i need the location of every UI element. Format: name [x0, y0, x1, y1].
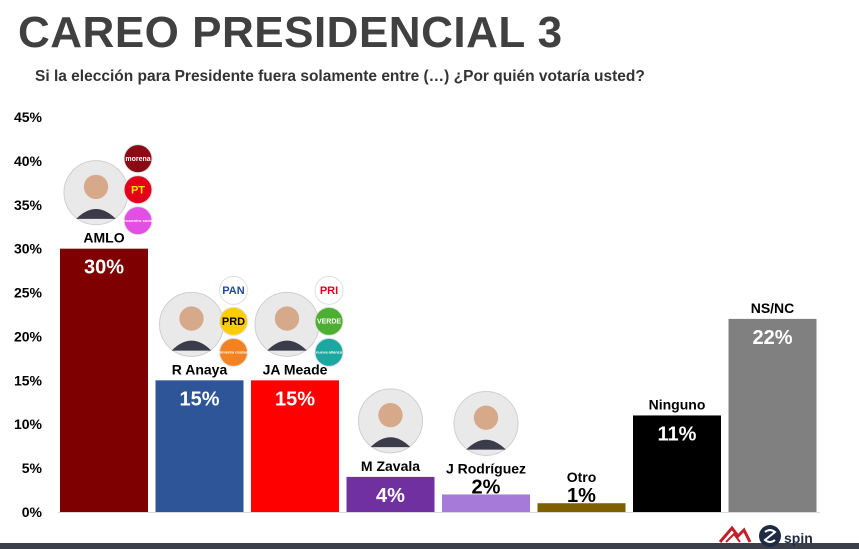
party-logo-morena-icon: morena — [123, 144, 153, 174]
category-label: Ninguno — [649, 396, 706, 412]
svg-text:encuentro social: encuentro social — [122, 218, 154, 223]
svg-text:PRD: PRD — [222, 316, 245, 328]
chart-subtitle: Si la elección para Presidente fuera sol… — [35, 68, 645, 85]
category-label: JA Meade — [263, 361, 328, 377]
party-logo-prd-icon: PRD — [219, 306, 248, 336]
svg-text:movimiento ciudadano: movimiento ciudadano — [212, 350, 256, 355]
party-logo-pan-icon: PAN — [219, 275, 248, 305]
candidate-photo-r-anaya — [159, 291, 224, 357]
bar-ns-nc — [728, 318, 817, 512]
value-label: 4% — [376, 485, 405, 507]
value-label: 11% — [658, 423, 697, 445]
y-tick-label: 5% — [22, 460, 43, 476]
value-label: 15% — [179, 388, 219, 410]
y-tick-label: 15% — [14, 372, 43, 388]
spin-logo-text: spin — [784, 530, 813, 546]
y-tick-label: 40% — [14, 153, 43, 169]
category-label: AMLO — [83, 230, 124, 246]
party-logo-pt-icon: PT — [123, 175, 153, 205]
category-label: R Anaya — [172, 361, 228, 377]
party-logo-movimiento-ciudadano-icon: movimiento ciudadano — [212, 337, 256, 367]
svg-text:PAN: PAN — [222, 285, 244, 297]
value-label: 15% — [275, 388, 315, 410]
spin-logo-icon — [759, 525, 781, 547]
svg-text:PT: PT — [131, 184, 145, 196]
y-tick-label: 0% — [22, 504, 43, 520]
value-label: 22% — [752, 327, 792, 349]
pollster-logo-icon — [718, 525, 752, 543]
bar-amlo — [60, 248, 148, 512]
bar-m-zavala — [346, 476, 435, 512]
y-tick-label: 45% — [14, 109, 43, 125]
bar-ja-meade — [251, 380, 339, 512]
y-tick-label: 20% — [14, 328, 43, 344]
category-label: Otro — [567, 469, 597, 485]
svg-text:nueva alianza: nueva alianza — [316, 350, 343, 355]
category-label: J Rodríguez — [446, 460, 526, 476]
value-label: 30% — [84, 257, 124, 279]
party-logo-pri-icon: PRI — [314, 275, 344, 305]
bar-r-anaya — [155, 380, 244, 512]
y-tick-label: 35% — [14, 197, 43, 213]
category-label: M Zavala — [361, 458, 420, 474]
svg-text:PRI: PRI — [320, 285, 338, 297]
svg-text:morena: morena — [125, 156, 150, 163]
chart-title: CAREO PRESIDENCIAL 3 — [18, 8, 563, 57]
party-logo-nueva-alianza-icon: nueva alianza — [314, 337, 344, 367]
bar-ninguno — [633, 415, 721, 512]
candidate-photo-m-zavala — [358, 388, 423, 454]
candidate-photo-ja-meade — [254, 291, 320, 357]
y-tick-label: 25% — [14, 285, 43, 301]
candidate-photo-j-rodr-guez — [453, 390, 519, 456]
value-label: 1% — [567, 485, 596, 507]
party-logo-encuentro-social-icon: encuentro social — [122, 206, 154, 236]
category-label: NS/NC — [751, 300, 795, 316]
y-tick-label: 10% — [14, 416, 43, 432]
bar-j-rodr-guez — [442, 494, 530, 512]
candidate-photo-amlo — [63, 160, 129, 226]
svg-text:VERDE: VERDE — [317, 319, 341, 326]
bottom-strip — [0, 543, 859, 549]
value-label: 2% — [472, 476, 501, 498]
y-tick-label: 30% — [14, 241, 43, 257]
party-logo-verde-icon: VERDE — [314, 306, 344, 336]
bar-otro — [537, 503, 626, 512]
